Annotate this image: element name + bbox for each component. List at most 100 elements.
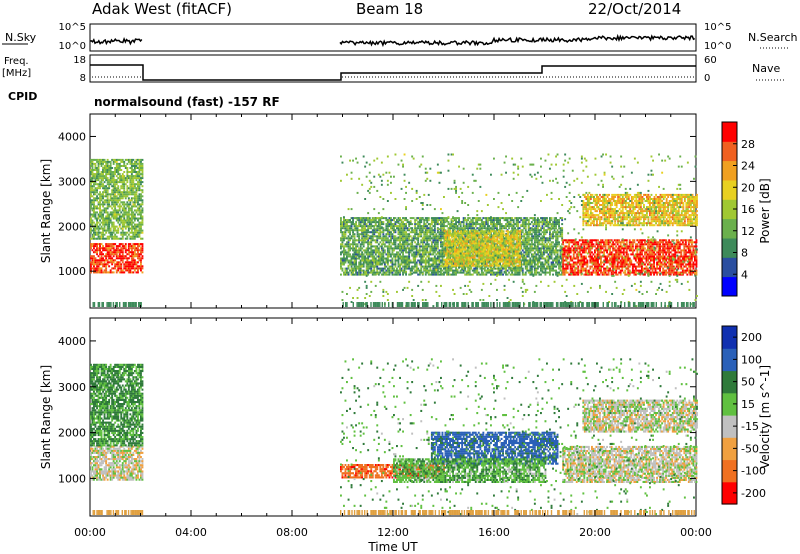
data-cell [121, 249, 124, 252]
data-cell [343, 237, 345, 240]
data-cell [129, 209, 132, 212]
data-cell [385, 217, 388, 220]
data-cell [493, 223, 495, 226]
data-cell [440, 273, 442, 276]
data-cell [115, 247, 118, 250]
data-cell [480, 225, 483, 228]
data-cell [391, 229, 394, 232]
data-cell [347, 251, 350, 254]
data-cell [415, 263, 418, 266]
data-cell [111, 231, 114, 234]
data-cell [376, 239, 379, 242]
data-cell [426, 237, 429, 240]
data-cell [109, 249, 112, 252]
data-cell [105, 201, 108, 204]
data-cell [391, 219, 394, 222]
data-cell [103, 265, 106, 268]
data-cell [99, 231, 101, 234]
data-cell [356, 243, 359, 246]
data-cell [417, 243, 420, 246]
data-cell [546, 231, 548, 234]
data-cell [483, 223, 486, 226]
data-cell [347, 247, 350, 250]
data-cell [561, 231, 564, 234]
data-cell [99, 183, 101, 186]
data-cell [440, 255, 442, 258]
data-cell [344, 245, 347, 248]
data-cell [356, 249, 359, 252]
data-cell [383, 261, 386, 264]
data-cell [115, 181, 118, 184]
data-cell [340, 237, 342, 240]
data-cell [135, 271, 138, 274]
data-cell [470, 244, 473, 247]
data-cell [118, 209, 121, 212]
data-cell [356, 217, 359, 220]
data-cell [343, 273, 345, 276]
data-cell [115, 169, 118, 171]
data-cell [124, 165, 127, 167]
data-cell [420, 259, 423, 262]
data-cell [129, 267, 132, 270]
data-cell [433, 269, 436, 272]
data-cell [99, 247, 101, 250]
data-cell [90, 207, 92, 210]
data-cell [341, 221, 344, 224]
data-cell [129, 187, 132, 190]
data-cell [365, 235, 368, 238]
data-cell [491, 273, 494, 276]
data-cell [362, 259, 365, 262]
data-cell [555, 247, 557, 250]
data-cell [426, 231, 429, 234]
data-cell [127, 225, 130, 228]
data-cell [373, 259, 376, 262]
data-cell [361, 259, 364, 262]
data-cell [106, 253, 109, 256]
data-cell [491, 219, 494, 222]
data-cell [432, 219, 435, 222]
data-cell [117, 169, 120, 171]
data-cell [374, 235, 377, 238]
data-cell [435, 243, 438, 246]
data-cell [346, 269, 348, 272]
data-cell [403, 237, 406, 240]
data-cell [456, 247, 459, 250]
data-cell [418, 219, 421, 222]
data-cell [343, 231, 345, 234]
data-cell [91, 229, 94, 232]
data-cell [137, 173, 139, 176]
data-cell [123, 231, 126, 234]
data-cell [488, 219, 491, 222]
data-cell [393, 225, 395, 228]
data-cell [120, 271, 123, 274]
data-cell [394, 221, 397, 224]
data-cell [432, 257, 435, 260]
data-cell [137, 223, 139, 226]
data-cell [483, 233, 486, 236]
data-cell [109, 169, 112, 171]
data-cell [367, 259, 370, 262]
data-cell [121, 259, 124, 262]
data-cell [121, 203, 124, 206]
data-cell [376, 271, 379, 274]
data-cell [382, 267, 385, 270]
data-cell [121, 195, 124, 198]
data-cell [493, 245, 495, 248]
data-cell [94, 245, 97, 248]
data-cell [141, 201, 144, 204]
data-cell [370, 239, 373, 242]
data-cell [386, 255, 389, 258]
data-cell [137, 203, 139, 206]
data-cell [103, 263, 106, 266]
data-cell [441, 235, 444, 238]
data-cell [446, 264, 449, 267]
data-cell [100, 171, 103, 173]
data-cell [456, 235, 459, 238]
data-cell [130, 167, 133, 169]
data-cell [140, 195, 142, 198]
data-cell [97, 269, 100, 272]
data-cell [377, 227, 380, 230]
data-cell [432, 231, 435, 234]
data-cell [461, 267, 464, 270]
data-cell [93, 229, 95, 232]
